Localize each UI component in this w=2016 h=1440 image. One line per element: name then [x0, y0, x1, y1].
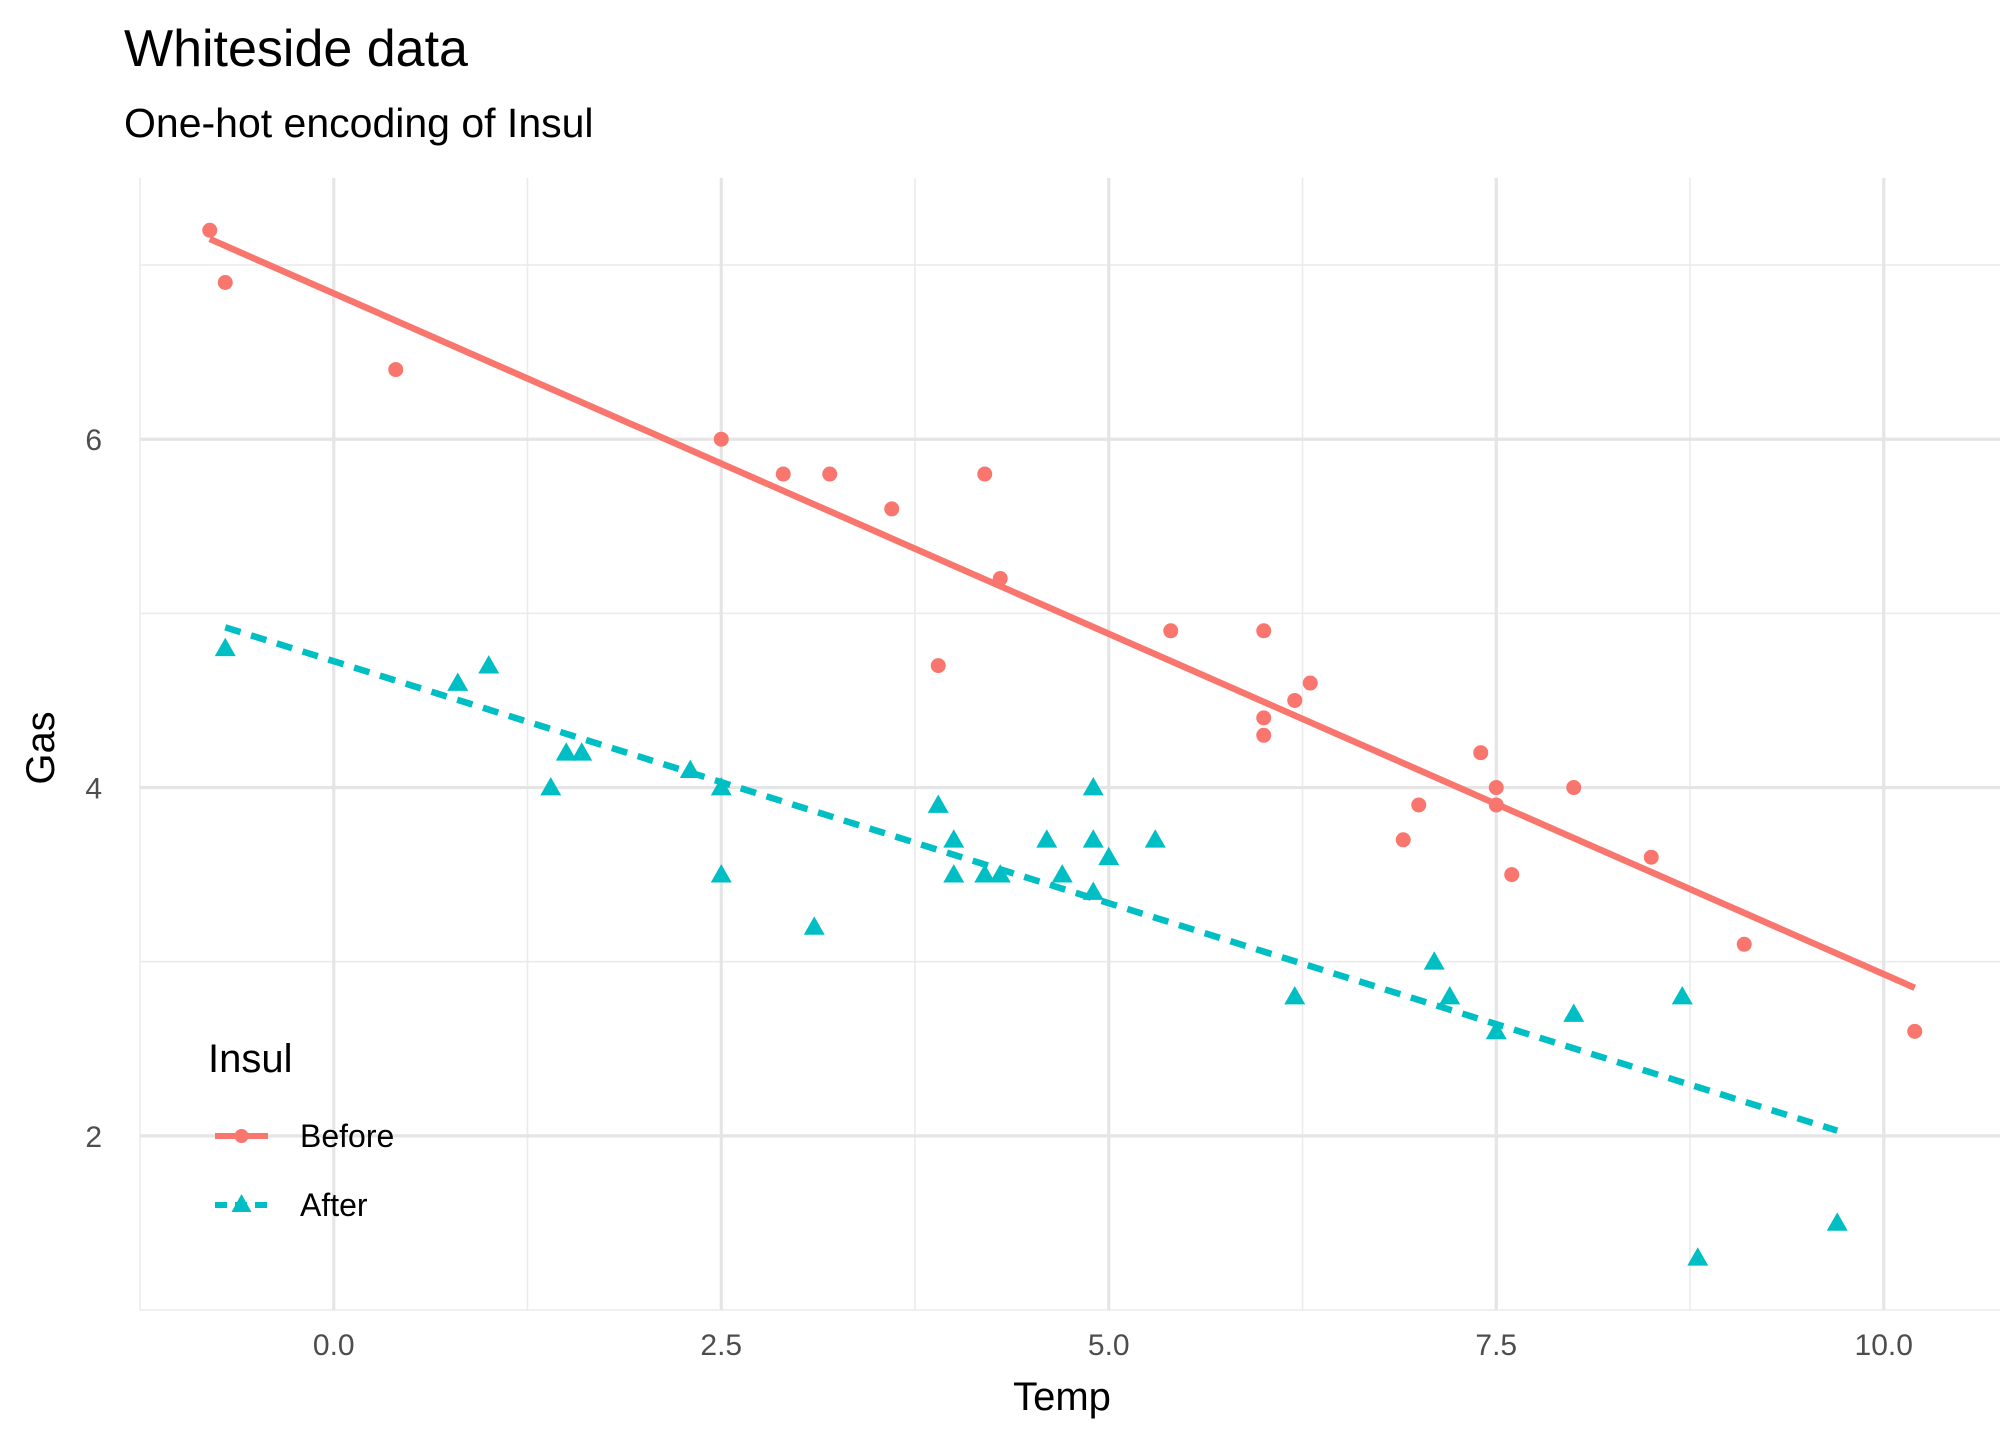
x-tick-label: 5.0	[1088, 1329, 1130, 1362]
point-before	[713, 431, 729, 447]
point-after	[540, 777, 562, 796]
minor-gridlines	[139, 178, 2000, 1311]
point-before	[1907, 1023, 1923, 1039]
data-points	[202, 222, 1923, 1266]
y-tick-label: 2	[85, 1121, 102, 1154]
y-tick-label: 4	[85, 773, 102, 806]
point-before	[884, 501, 900, 517]
y-tick-labels: 2 4 6	[85, 424, 102, 1154]
point-after	[1563, 1003, 1585, 1022]
point-after	[478, 655, 500, 674]
point-after	[1098, 846, 1120, 866]
chart-subtitle: One-hot encoding of Insul	[124, 100, 594, 146]
legend-label-before: Before	[300, 1118, 394, 1154]
point-after	[1439, 986, 1461, 1005]
x-tick-label: 10.0	[1855, 1329, 1913, 1362]
x-tick-label: 0.0	[313, 1329, 355, 1362]
chart-title: Whiteside data	[124, 20, 468, 78]
x-tick-label: 2.5	[700, 1329, 742, 1362]
point-after	[571, 742, 593, 761]
point-after	[1082, 777, 1104, 796]
point-before	[775, 466, 791, 482]
point-after	[555, 742, 577, 761]
legend-item-before: Before	[215, 1118, 394, 1154]
point-before	[930, 658, 946, 674]
point-after	[989, 864, 1011, 883]
point-before	[992, 571, 1008, 587]
point-before	[1411, 797, 1427, 813]
point-before	[1256, 727, 1272, 743]
legend-label-after: After	[300, 1187, 368, 1223]
legend: Insul Before After	[208, 1037, 394, 1223]
point-before	[217, 274, 233, 290]
legend-key-after-marker	[231, 1194, 252, 1212]
point-before	[977, 466, 993, 482]
point-before	[1256, 710, 1272, 726]
point-after	[1082, 829, 1104, 848]
point-after	[1051, 864, 1073, 883]
point-before	[1488, 780, 1504, 796]
x-axis-title: Temp	[1013, 1375, 1111, 1419]
point-after	[1485, 1020, 1507, 1040]
point-after	[214, 637, 236, 657]
point-before	[1643, 849, 1659, 865]
point-before	[202, 222, 218, 238]
legend-item-after: After	[215, 1187, 368, 1223]
point-before	[388, 362, 404, 378]
point-before	[1395, 832, 1411, 848]
legend-key-before-marker	[234, 1129, 249, 1143]
point-before	[1287, 692, 1303, 708]
point-before	[822, 466, 838, 482]
point-after	[1144, 829, 1166, 848]
major-gridlines	[140, 178, 2000, 1310]
point-after	[1671, 986, 1693, 1005]
point-after	[943, 864, 965, 883]
x-tick-label: 7.5	[1475, 1329, 1517, 1362]
point-after	[1082, 881, 1104, 900]
point-before	[1566, 780, 1582, 796]
fit-line-after	[224, 624, 1839, 1134]
point-after	[679, 759, 701, 778]
point-before	[1302, 675, 1318, 691]
point-before	[1163, 623, 1179, 639]
point-after	[710, 864, 732, 883]
point-after	[1687, 1247, 1709, 1266]
point-after	[803, 916, 825, 935]
x-tick-labels: 0.0 2.5 5.0 7.5 10.0	[313, 1329, 1913, 1362]
point-before	[1504, 867, 1520, 883]
point-before	[1736, 936, 1752, 952]
y-axis-title: Gas	[19, 711, 63, 784]
point-before	[1256, 623, 1272, 639]
point-after	[974, 864, 996, 883]
fit-line-before	[208, 235, 1917, 991]
point-after	[1423, 951, 1445, 970]
point-after	[1284, 986, 1306, 1005]
point-after	[1826, 1212, 1848, 1231]
point-after	[927, 794, 949, 813]
point-after	[943, 829, 965, 848]
point-after	[710, 777, 732, 796]
point-before	[1473, 745, 1489, 761]
point-before	[1488, 797, 1504, 813]
point-after	[1036, 829, 1058, 848]
point-after	[447, 672, 469, 691]
y-tick-label: 6	[85, 424, 102, 457]
legend-title: Insul	[208, 1037, 293, 1081]
regression-lines	[208, 235, 1917, 1134]
